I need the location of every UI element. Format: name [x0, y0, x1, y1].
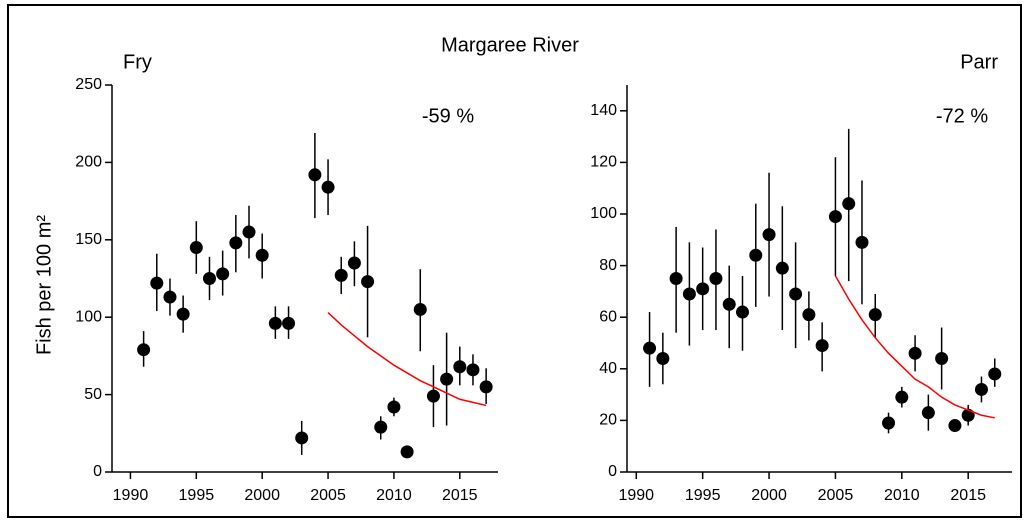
data-point	[988, 367, 1002, 381]
data-point	[387, 400, 401, 414]
data-point	[295, 431, 309, 445]
data-point	[466, 363, 480, 377]
x-tick-label: 2000	[244, 487, 280, 504]
data-point	[643, 341, 657, 355]
x-tick-label: 2015	[950, 487, 986, 504]
y-tick-label: 0	[93, 463, 102, 480]
y-tick-label: 20	[599, 412, 617, 429]
data-point	[189, 241, 203, 255]
data-point	[868, 308, 882, 322]
data-point	[374, 420, 388, 434]
data-point	[682, 287, 696, 301]
annotation: -59 %	[422, 105, 474, 127]
data-point	[282, 316, 296, 330]
y-tick-label: 80	[599, 257, 617, 274]
data-point	[722, 297, 736, 311]
data-point	[479, 380, 493, 394]
data-point	[176, 307, 190, 321]
data-point	[453, 360, 467, 374]
x-tick-label: 2005	[310, 487, 346, 504]
x-tick-label: 1995	[685, 487, 721, 504]
data-point	[347, 256, 361, 270]
data-point	[974, 382, 988, 396]
y-tick-label: 50	[84, 386, 102, 403]
data-point	[426, 389, 440, 403]
data-point	[802, 308, 816, 322]
x-tick-label: 2010	[884, 487, 920, 504]
data-point	[935, 351, 949, 365]
y-tick-label: 0	[608, 463, 617, 480]
data-point	[842, 197, 856, 211]
data-point	[948, 419, 962, 433]
data-point	[709, 272, 723, 285]
y-tick-label: 250	[75, 76, 102, 93]
data-point	[413, 302, 427, 316]
data-point	[242, 225, 256, 239]
y-tick-label: 40	[599, 360, 617, 377]
data-point	[216, 267, 230, 281]
data-point	[202, 272, 216, 285]
y-tick-label: 140	[590, 102, 617, 119]
data-point	[762, 228, 776, 242]
y-tick-label: 150	[75, 231, 102, 248]
data-point	[163, 290, 177, 304]
data-point	[334, 268, 348, 282]
panel-title: Fry	[123, 51, 152, 73]
x-tick-label: 2000	[751, 487, 787, 504]
x-tick-label: 2005	[818, 487, 854, 504]
trend-line	[834, 275, 995, 419]
x-tick-label: 2015	[442, 487, 478, 504]
y-tick-label: 200	[75, 154, 102, 171]
data-point	[855, 235, 869, 249]
data-point	[268, 316, 282, 330]
data-point	[400, 445, 414, 459]
frame	[7, 4, 1022, 518]
x-tick-label: 1995	[179, 487, 215, 504]
data-point	[229, 236, 243, 250]
figure-title: Margaree River	[441, 34, 579, 56]
trend-line	[327, 312, 487, 407]
data-point	[321, 180, 335, 194]
x-tick-label: 1990	[618, 487, 654, 504]
data-point	[137, 343, 151, 357]
data-point	[828, 210, 842, 224]
data-point	[921, 406, 935, 420]
data-point	[150, 276, 164, 290]
data-point	[882, 416, 896, 430]
data-point	[440, 372, 454, 386]
y-tick-label: 100	[590, 205, 617, 222]
data-point	[696, 282, 710, 296]
data-point	[669, 272, 683, 285]
y-axis-label: Fish per 100 m²	[33, 215, 55, 355]
data-point	[736, 305, 749, 319]
data-point	[815, 339, 829, 353]
y-tick-label: 60	[599, 308, 617, 325]
y-tick-label: 120	[590, 154, 617, 171]
data-point	[789, 287, 803, 301]
data-point	[656, 351, 670, 365]
data-point	[775, 261, 789, 275]
x-tick-label: 2010	[376, 487, 412, 504]
data-point	[361, 275, 375, 289]
annotation: -72 %	[936, 105, 988, 127]
y-tick-label: 100	[75, 308, 102, 325]
data-point	[308, 168, 322, 182]
data-point	[908, 346, 922, 360]
data-point	[255, 248, 269, 262]
panel-title: Parr	[960, 51, 998, 73]
x-tick-label: 1990	[113, 487, 149, 504]
data-point	[749, 248, 763, 262]
data-point	[895, 390, 909, 404]
